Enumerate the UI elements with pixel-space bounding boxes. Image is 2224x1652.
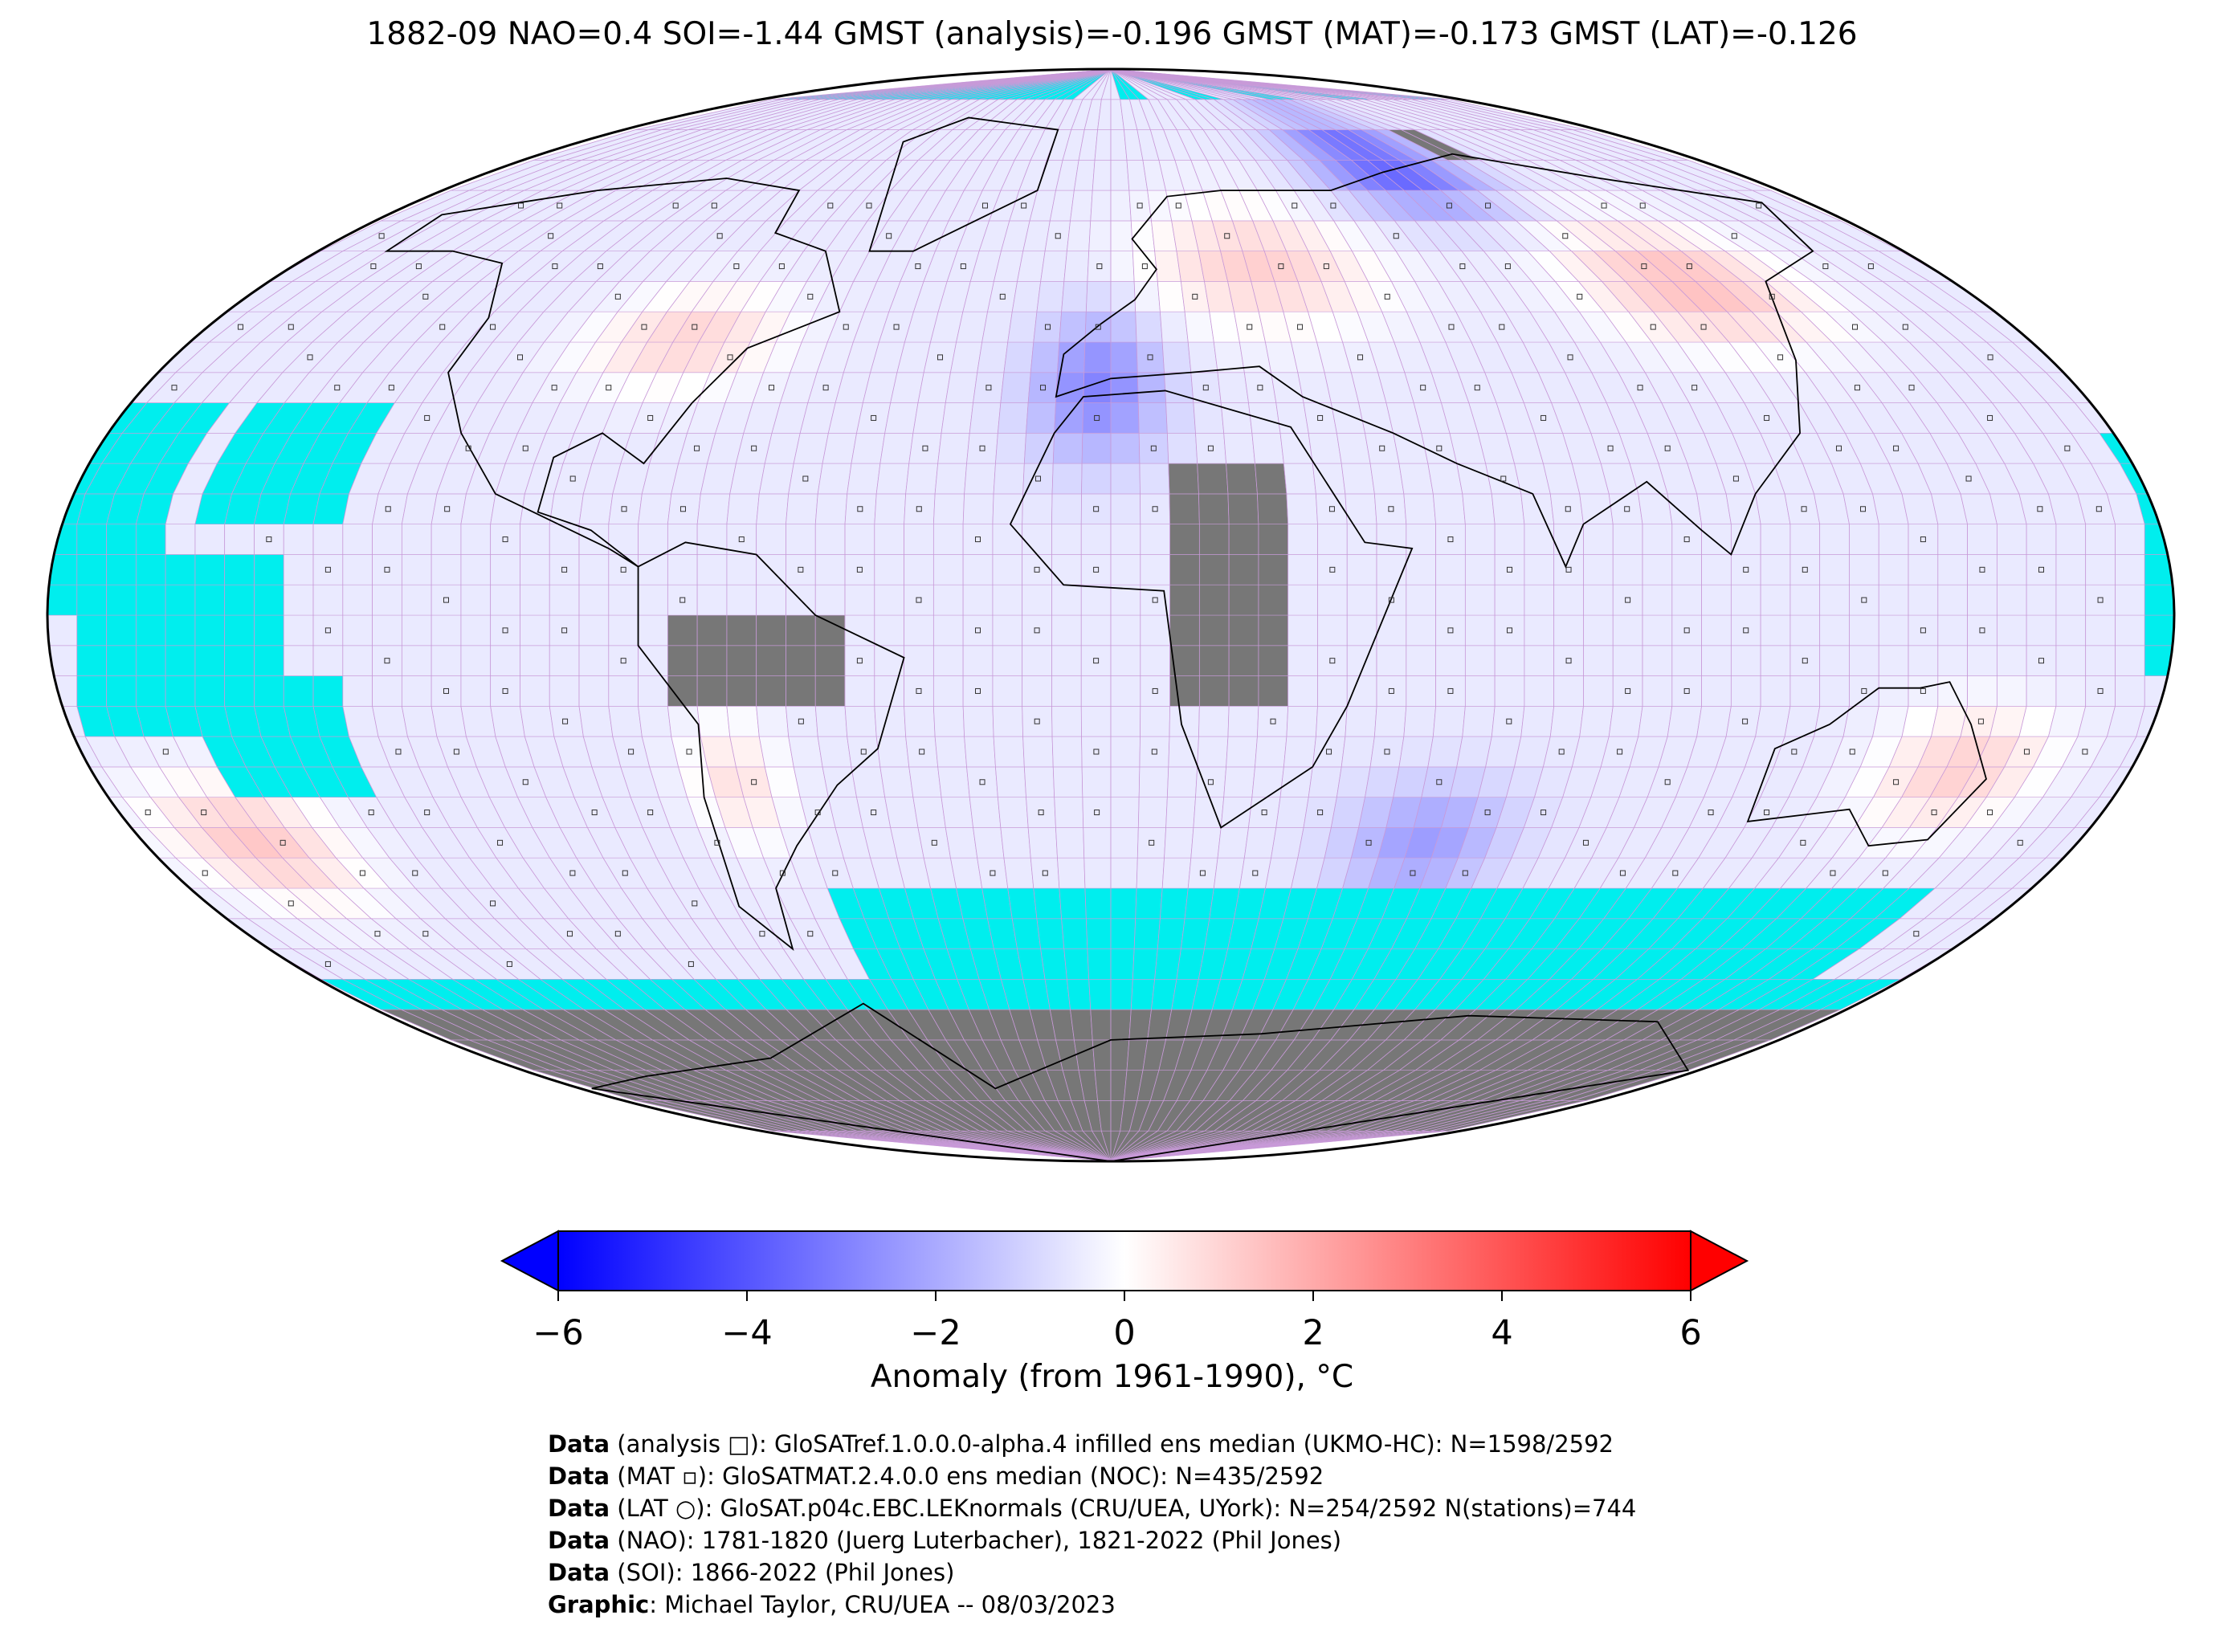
credit-line: Data (LAT ○): GloSAT.p04c.EBC.LEKnormals… [548,1495,1637,1522]
colorbar-max-arrow [1690,1230,1749,1292]
tick-label: 0 [1113,1313,1136,1353]
colorbar [500,1230,1749,1301]
tick-label: −4 [721,1313,773,1353]
tick-label: −2 [910,1313,961,1353]
robinson-map [46,67,2176,1163]
credit-line: Graphic: Michael Taylor, CRU/UEA -- 08/0… [548,1591,1116,1618]
credit-line: Data (SOI): 1866-2022 (Phil Jones) [548,1559,955,1586]
credit-line: Data (NAO): 1781-1820 (Juerg Luterbacher… [548,1527,1342,1554]
credit-line: Data (MAT ▫): GloSATMAT.2.4.0.0 ens medi… [548,1462,1324,1490]
tick-label: −6 [533,1313,584,1353]
credits-block: Data (analysis □): GloSATref.1.0.0.0-alp… [548,1428,1636,1621]
tick-label: 4 [1491,1313,1513,1353]
colorbar-min-arrow [500,1230,559,1292]
colorbar-ticks [557,1291,1691,1301]
colorbar-label: Anomaly (from 1961-1990), °C [870,1359,1354,1395]
map-title: 1882-09 NAO=0.4 SOI=-1.44 GMST (analysis… [366,16,1858,52]
tick-label: 2 [1302,1313,1324,1353]
colorbar-gradient [557,1230,1691,1291]
credit-line: Data (analysis □): GloSATref.1.0.0.0-alp… [548,1430,1614,1458]
tick-label: 6 [1679,1313,1702,1353]
